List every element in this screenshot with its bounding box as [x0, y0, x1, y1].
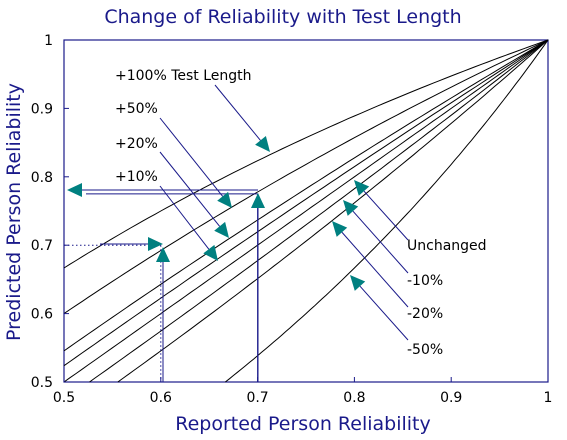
annotation-arrows: [67, 84, 409, 382]
arrow-head: [203, 244, 218, 261]
arrow-head: [148, 237, 163, 251]
chart-title: Change of Reliability with Test Length: [104, 6, 461, 28]
arrow-head: [67, 183, 82, 197]
curve-length-x2: [63, 39, 549, 269]
arrow-head: [156, 247, 170, 262]
curve-length-x0_9: [89, 39, 549, 383]
x-tick-label: 0.6: [150, 390, 172, 406]
curve-length-x1_2: [63, 39, 549, 352]
series-label-x1_1: +10%: [115, 169, 158, 185]
arrow-head: [343, 200, 359, 216]
arrow-head: [354, 180, 370, 196]
arrow-plus100: [214, 84, 270, 152]
series-labels: +100% Test Length +50% +20% +10% Unchanged -1…: [115, 68, 487, 358]
arrow-head: [251, 193, 265, 208]
series-label-x1: Unchanged: [407, 238, 487, 254]
series-label-x0_8: -20%: [407, 306, 443, 322]
curve-length-x1_5: [63, 39, 549, 315]
curve-length-x1_1: [63, 39, 549, 367]
series-label-x0_5: -50%: [407, 342, 443, 358]
arrow-shaft: [363, 190, 409, 241]
arrow-shaft: [159, 185, 210, 250]
y-tick-label: 0.5: [31, 375, 53, 391]
arrow-head: [214, 221, 229, 238]
y-tick-label: 0.9: [31, 101, 53, 117]
example-guides: [64, 193, 259, 382]
arrow-shaft: [341, 231, 409, 308]
x-axis-label: Reported Person Reliability: [175, 413, 431, 435]
series-label-x1_2: +20%: [115, 136, 158, 152]
x-tick-label: 0.9: [440, 390, 462, 406]
arrow-reference-up: [156, 247, 170, 382]
arrow-minus20: [332, 221, 409, 308]
arrow-head: [350, 275, 366, 291]
arrow-predicted-left: [67, 183, 258, 197]
x-tick-label: 0.8: [343, 390, 365, 406]
arrow-shaft: [359, 285, 409, 341]
x-tick-label: 0.5: [53, 390, 75, 406]
arrow-unchanged: [354, 180, 409, 241]
arrow-shaft: [159, 117, 224, 197]
arrow-plus10: [159, 185, 218, 261]
arrow-plus50: [159, 117, 232, 208]
arrow-shaft: [352, 210, 409, 274]
arrow-head: [217, 191, 232, 208]
x-tick-label: 1: [544, 390, 553, 406]
y-tick-label: 1: [44, 33, 53, 49]
series-label-x2: +100% Test Length: [115, 68, 252, 84]
y-tick-label: 0.7: [31, 238, 53, 254]
series-label-x1_5: +50%: [115, 101, 158, 117]
axis-ticks: 0.5 0.6 0.7 0.8 0.9 1 0.5 0.6 0.7 0.8 0.9 1: [31, 33, 553, 406]
reliability-curves: [63, 39, 549, 383]
arrow-shaft: [214, 84, 261, 141]
y-tick-label: 0.6: [31, 307, 53, 323]
y-axis-label: Predicted Person Reliability: [3, 83, 25, 341]
curve-length-x1: [63, 39, 549, 383]
arrow-minus10: [343, 200, 409, 274]
arrow-minus50: [350, 275, 409, 341]
plot-frame: [63, 39, 549, 383]
curve-length-x0_8: [117, 39, 549, 383]
y-tick-label: 0.8: [31, 170, 53, 186]
arrow-head: [332, 221, 348, 237]
series-label-x0_9: -10%: [407, 273, 443, 289]
x-tick-label: 0.7: [246, 390, 268, 406]
arrow-reference-right: [100, 237, 163, 251]
curve-length-x0_5: [224, 39, 549, 383]
arrow-head: [255, 136, 270, 152]
arrow-plus20: [159, 151, 229, 238]
arrow-shaft: [159, 151, 221, 227]
arrow-reported-up: [251, 193, 265, 382]
